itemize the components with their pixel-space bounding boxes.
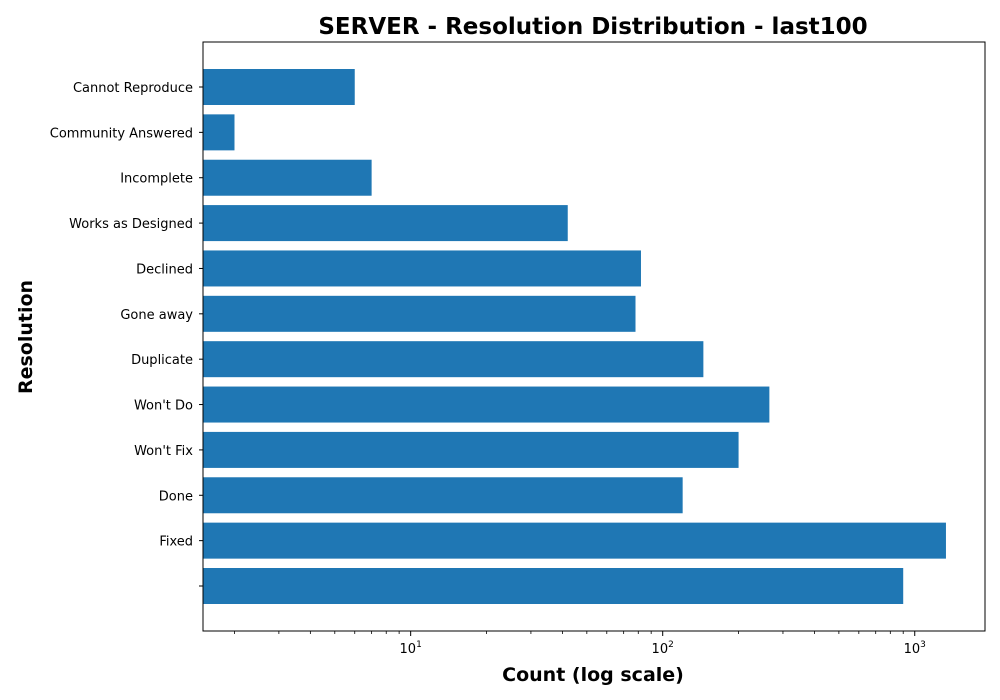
y-tick-label: Incomplete [120,172,193,187]
y-tick-label: Works as Designed [69,217,193,232]
y-tick-label: Fixed [159,535,193,550]
bar-won-t-fix [203,431,739,468]
bar-done [203,477,683,514]
y-tick-label: Declined [136,262,193,277]
axes-group: Cannot Reproduce Community Answered Incomp… [50,41,986,657]
x-tick-label: 102 [652,640,674,657]
x-tick-label: 103 [904,640,926,657]
plot-frame [202,41,986,632]
chart-title: SERVER - Resolution Distribution - last1… [318,14,867,40]
y-tick-label: Won't Do [134,399,193,414]
bar-gone-away [203,295,636,332]
x-axis-label: Count (log scale) [502,664,684,686]
y-tick-label: Gone away [120,308,193,323]
y-tick-label: Won't Fix [134,444,193,459]
bar-cannot-reproduce [203,69,355,105]
bar-incomplete [203,159,372,196]
bar-duplicate [203,341,704,378]
y-axis-label: Resolution [15,280,37,394]
y-tick-label: Done [159,489,193,504]
bar-unlabeled [203,568,904,604]
bar-fixed [203,522,946,559]
bars-group [203,69,946,604]
bar-community-answered [203,114,235,151]
bar-works-as-designed [203,205,568,242]
y-tick-label: Community Answered [50,126,193,141]
x-tick-label: 101 [400,640,422,657]
bar-won-t-do [203,386,770,423]
y-tick-label: Cannot Reproduce [73,81,193,96]
y-tick-label: Duplicate [131,353,193,368]
bar-declined [203,250,641,287]
